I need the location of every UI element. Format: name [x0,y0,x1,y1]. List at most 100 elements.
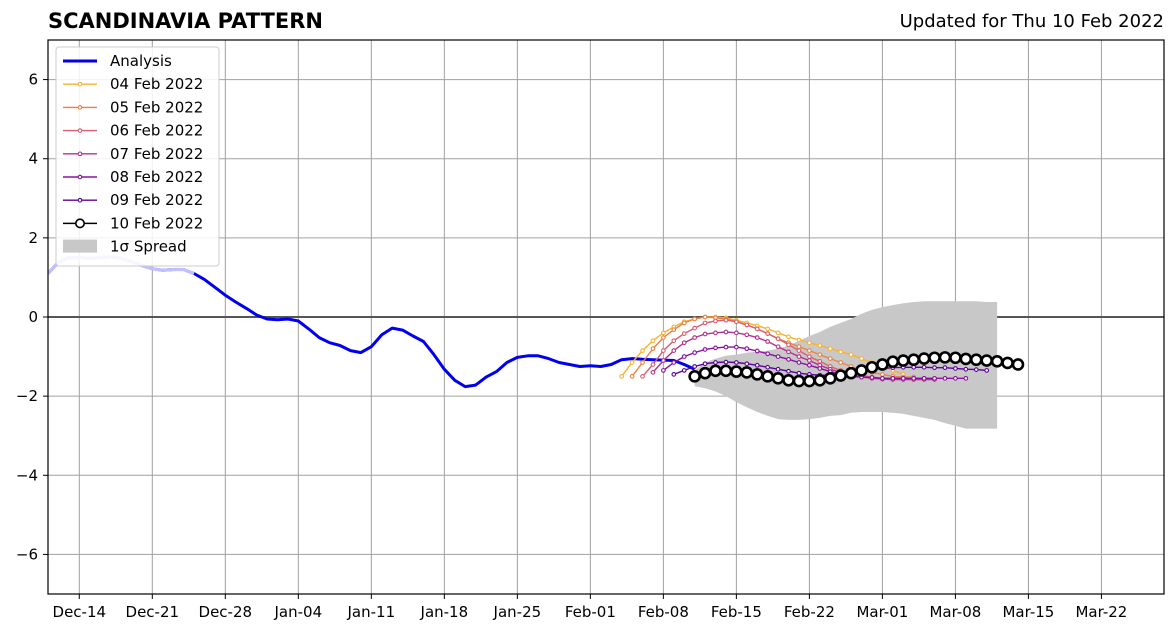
forecast-point-10-feb-2022 [823,372,837,385]
forecast-point-06-feb-2022 [734,319,739,325]
forecast-point-06-feb-2022 [723,317,729,323]
forecast-point-09-feb-2022 [754,362,760,368]
forecast-point-08-feb-2022 [692,350,698,355]
chart-title: SCANDINAVIA PATTERN [48,9,323,33]
forecast-point-04-feb-2022 [796,337,802,343]
forecast-point-10-feb-2022 [865,360,879,374]
x-tick-label: Jan-11 [347,603,396,621]
forecast-point-05-feb-2022 [827,356,833,361]
forecast-point-08-feb-2022 [734,344,739,350]
legend-item: 10 Feb 2022 [63,214,203,232]
forecast-point-10-feb-2022 [719,364,733,378]
legend-item: Analysis [63,52,172,70]
x-tick-label: Jan-18 [420,603,469,621]
forecast-point-05-feb-2022 [796,344,802,350]
x-tick-label: Feb-15 [711,603,762,621]
legend-swatch-marker [77,174,83,180]
forecast-point-09-feb-2022 [671,372,677,377]
forecast-point-08-feb-2022 [765,351,771,357]
y-tick-label: 0 [28,308,38,326]
forecast-point-09-feb-2022 [681,368,687,373]
y-tick-label: −2 [16,387,38,405]
legend-swatch-marker [77,197,83,203]
forecast-point-08-feb-2022 [880,375,885,381]
forecast-point-10-feb-2022 [1011,358,1025,371]
forecast-point-04-feb-2022 [786,334,791,340]
forecast-point-06-feb-2022 [817,358,823,364]
forecast-point-07-feb-2022 [692,335,698,340]
forecast-point-05-feb-2022 [702,314,708,320]
legend-label: 07 Feb 2022 [110,145,203,163]
forecast-point-10-feb-2022 [688,370,701,383]
x-tick-label: Dec-14 [53,603,107,621]
forecast-point-05-feb-2022 [629,374,635,379]
forecast-point-10-feb-2022 [876,358,889,371]
x-tick-label: Mar-08 [929,603,981,621]
forecast-point-09-feb-2022 [796,370,802,376]
forecast-point-08-feb-2022 [744,346,750,352]
forecast-point-09-feb-2022 [775,366,781,372]
legend-label: 1σ Spread [110,238,187,256]
x-tick-label: Jan-25 [493,603,542,621]
forecast-point-07-feb-2022 [744,332,750,338]
forecast-point-05-feb-2022 [650,346,656,352]
legend-swatch-marker [75,218,86,229]
forecast-point-06-feb-2022 [702,320,708,326]
y-tick-label: 4 [28,150,38,168]
forecast-point-06-feb-2022 [796,348,802,353]
forecast-point-08-feb-2022 [661,368,666,373]
forecast-point-10-feb-2022 [740,366,754,379]
forecast-point-10-feb-2022 [761,370,774,383]
x-tick-label: Feb-01 [565,603,616,621]
forecast-point-10-feb-2022 [813,374,827,387]
legend-label: 09 Feb 2022 [110,191,203,209]
legend-item: 09 Feb 2022 [63,191,203,209]
forecast-point-10-feb-2022 [844,366,858,380]
forecast-point-10-feb-2022 [928,351,941,365]
forecast-point-10-feb-2022 [959,352,973,366]
legend-label: 08 Feb 2022 [110,168,203,186]
forecast-point-07-feb-2022 [775,344,781,350]
forecast-point-10-feb-2022 [771,372,785,385]
legend-label: 05 Feb 2022 [110,98,203,116]
forecast-point-04-feb-2022 [775,330,781,336]
legend-swatch-marker [77,128,83,133]
forecast-point-04-feb-2022 [629,360,635,365]
forecast-point-04-feb-2022 [661,330,666,336]
legend-swatch-spread [63,239,97,253]
forecast-point-09-feb-2022 [973,367,979,372]
legend-label: 04 Feb 2022 [110,75,203,93]
legend-label: 10 Feb 2022 [110,214,203,232]
forecast-point-05-feb-2022 [692,316,698,322]
forecast-point-06-feb-2022 [786,342,791,348]
forecast-point-10-feb-2022 [917,352,931,365]
legend-swatch-marker [77,151,83,157]
y-tick-label: −6 [16,545,38,563]
forecast-point-10-feb-2022 [1001,356,1014,370]
forecast-point-04-feb-2022 [650,338,656,344]
x-tick-label: Mar-01 [856,603,908,621]
forecast-point-08-feb-2022 [786,356,791,362]
forecast-point-09-feb-2022 [932,365,937,371]
forecast-point-09-feb-2022 [921,364,927,370]
legend-label: Analysis [110,52,172,70]
forecast-point-04-feb-2022 [848,352,854,357]
forecast-point-09-feb-2022 [765,364,771,370]
forecast-point-08-feb-2022 [817,366,823,371]
forecast-point-06-feb-2022 [775,336,781,342]
forecast-point-05-feb-2022 [681,320,687,326]
forecast-point-09-feb-2022 [734,360,739,365]
forecast-point-07-feb-2022 [650,370,656,375]
legend-item: 05 Feb 2022 [63,98,203,116]
forecast-point-09-feb-2022 [953,366,958,371]
forecast-point-08-feb-2022 [869,375,875,380]
forecast-point-09-feb-2022 [744,361,750,367]
forecast-point-06-feb-2022 [661,348,666,353]
forecast-point-09-feb-2022 [942,365,948,371]
legend-label: 06 Feb 2022 [110,122,203,140]
forecast-point-07-feb-2022 [796,354,802,359]
forecast-point-06-feb-2022 [640,374,645,379]
forecast-point-10-feb-2022 [792,374,806,388]
forecast-point-05-feb-2022 [880,372,885,377]
